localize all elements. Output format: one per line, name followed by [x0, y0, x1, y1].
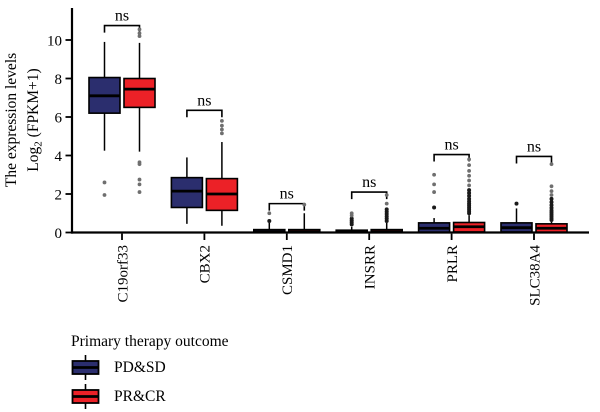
boxplot-chart: The expression levels Log2 (FPKM+1) 0 2 4 6…	[3, 8, 589, 306]
sig-label: ns	[444, 137, 458, 154]
sig-bracket	[268, 202, 306, 211]
outlier-point	[349, 211, 354, 216]
box-INSRR-prcr	[370, 193, 404, 234]
outlier-point	[302, 202, 307, 207]
outlier-point	[514, 201, 519, 206]
outlier-point	[549, 162, 554, 167]
y-tick-label: 6	[55, 110, 63, 126]
outlier-point	[137, 190, 142, 194]
y-axis-label-line2: Log2 (FPKM+1)	[25, 68, 45, 171]
outlier-point	[549, 203, 554, 208]
box-CBX2-pdsd	[170, 157, 204, 224]
sig-label: ns	[362, 174, 376, 191]
sig-bracket	[186, 109, 223, 118]
boxplot-glyph-pdsd	[71, 355, 100, 380]
y-tick-label: 8	[55, 72, 63, 88]
sig-bracket	[103, 24, 141, 33]
outlier-point	[349, 216, 354, 221]
outlier-point	[220, 123, 224, 128]
boxplot-group-SLC38A4: SLC38A4 ns	[500, 138, 568, 306]
outlier-point	[549, 200, 554, 205]
outlier-point	[467, 191, 472, 196]
sig-bracket	[350, 191, 388, 200]
outlier-point	[137, 27, 142, 32]
outlier-point	[102, 180, 107, 185]
outlier-point	[220, 131, 224, 136]
outlier-point	[467, 157, 471, 162]
y-tick-label: 2	[55, 187, 63, 203]
outlier-point	[384, 207, 389, 212]
outlier-point	[267, 218, 272, 223]
legend-label-pdsd: PD&SD	[114, 358, 166, 376]
box-INSRR-pdsd	[335, 211, 369, 234]
x-axis-gene-label: INSRR	[362, 245, 378, 289]
outlier-point	[432, 190, 436, 194]
boxplot-glyph-prcr	[71, 384, 100, 409]
outlier-point	[467, 193, 472, 198]
outlier-point	[432, 172, 436, 177]
sig-label: ns	[527, 138, 541, 155]
outlier-point	[137, 177, 142, 182]
boxplot-group-INSRR: INSRR ns	[335, 174, 404, 289]
legend-label-prcr: PR&CR	[114, 387, 166, 405]
outlier-point	[137, 182, 142, 187]
outlier-point	[432, 205, 437, 210]
outlier-point	[467, 169, 471, 173]
box-C19orf33-pdsd	[88, 41, 121, 197]
outlier-point	[384, 193, 389, 197]
y-tick-label: 10	[47, 33, 62, 49]
outlier-point	[549, 193, 554, 197]
box-CBX2-prcr	[205, 118, 239, 226]
outlier-point	[137, 162, 142, 167]
sig-bracket	[433, 153, 470, 162]
outlier-point	[467, 188, 472, 193]
outlier-point	[549, 196, 554, 201]
legend-item-prcr: PR&CR	[70, 383, 229, 410]
legend-item-pdsd: PD&SD	[70, 354, 229, 381]
boxplot-group-CSMD1: CSMD1 ns	[253, 186, 321, 295]
box-CSMD1-pdsd	[253, 211, 286, 234]
outlier-point	[467, 196, 472, 201]
axes: 0 2 4 6 8 10	[47, 8, 589, 242]
y-axis-label-line1: The expression levels	[3, 53, 20, 187]
box-PRLR-prcr	[452, 157, 486, 233]
x-axis-gene-label: C19orf33	[115, 245, 131, 303]
box-C19orf33-prcr	[123, 27, 156, 194]
outlier-point	[467, 178, 471, 183]
sig-label: ns	[115, 8, 129, 25]
outlier-point	[102, 193, 107, 197]
outlier-point	[549, 189, 554, 194]
x-axis-gene-label: PRLR	[445, 245, 461, 283]
x-axis-gene-label: CBX2	[198, 245, 214, 283]
boxplot-group-CBX2: CBX2 ns	[170, 92, 239, 283]
outlier-point	[467, 183, 471, 188]
outlier-point	[467, 173, 471, 178]
box-PRLR-pdsd	[417, 172, 451, 233]
sig-label: ns	[280, 186, 294, 203]
boxplot-group-PRLR: PRLR ns	[417, 137, 486, 283]
outlier-point	[267, 211, 272, 216]
box-SLC38A4-prcr	[535, 162, 568, 233]
x-axis-gene-label: SLC38A4	[527, 245, 543, 306]
box-CSMD1-prcr	[287, 202, 321, 234]
outlier-point	[432, 182, 436, 187]
outlier-point	[220, 118, 224, 123]
legend: Primary therapy outcome PD&SD PR&CR	[70, 333, 229, 412]
outlier-point	[467, 163, 471, 168]
sig-bracket	[515, 155, 553, 164]
outlier-point	[549, 184, 554, 189]
outlier-point	[220, 127, 224, 132]
outlier-point	[384, 201, 389, 206]
box-SLC38A4-pdsd	[500, 201, 533, 233]
legend-title: Primary therapy outcome	[71, 333, 229, 350]
outlier-point	[137, 31, 142, 36]
boxplot-group-C19orf33: C19orf33 ns	[88, 8, 156, 303]
outlier-point	[137, 34, 142, 39]
sig-label: ns	[197, 92, 211, 109]
x-axis-gene-label: CSMD1	[280, 245, 296, 295]
y-tick-label: 0	[55, 226, 63, 242]
y-tick-label: 4	[55, 149, 63, 165]
